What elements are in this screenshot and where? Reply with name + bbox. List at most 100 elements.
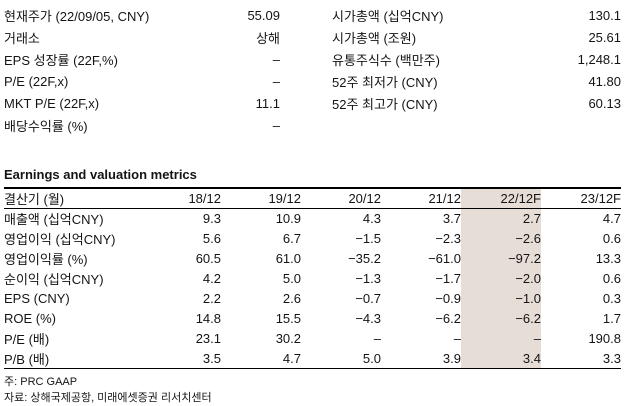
cell-value: −2.6 [461, 228, 541, 249]
quote-value: 55.09 [247, 7, 280, 23]
cell-value: 1.7 [602, 311, 621, 326]
cell-value: 3.3 [602, 350, 621, 366]
quote-row: P/E (22F,x) – [4, 70, 280, 92]
cell-value: 2.6 [282, 291, 301, 306]
table-row: EPS (CNY) 2.2 2.6 −0.7 −0.9 −1.0 0.3 [4, 288, 621, 309]
column-header-fiscal-period: 결산기 (월) [4, 192, 65, 207]
table-title: Earnings and valuation metrics [4, 167, 197, 182]
table-row: P/E (배) 23.1 30.2– – –190.8 [4, 328, 621, 349]
quote-row: 시가총액 (조원) 25.61 [332, 26, 621, 48]
quote-label: 거래소 [4, 30, 40, 46]
quote-row: MKT P/E (22F,x) 11.1 [4, 92, 280, 114]
quote-label: P/E (22F,x) [4, 73, 69, 89]
row-label: EPS (CNY) [4, 291, 70, 306]
cell-value: 9.3 [202, 211, 221, 227]
cell-value: 5.6 [202, 231, 221, 246]
cell-value: 4.2 [202, 271, 221, 286]
table-row: P/B (배) 3.5 4.7 5.0 3.9 3.4 3.3 [4, 348, 621, 369]
cell-value: −35.2 [348, 251, 381, 266]
quote-row: 거래소 상해 [4, 26, 280, 48]
quote-value: 130.1 [588, 7, 621, 23]
quote-row: 배당수익률 (%) – [4, 114, 280, 136]
cell-value: 3.5 [202, 350, 221, 366]
table-row: 영업이익 (십억CNY) 5.6 6.7 −1.5 −2.3 −2.6 0.6 [4, 228, 621, 249]
metrics-table: 결산기 (월) 18/12 19/12 20/12 21/12 22/12F 23/12F … [4, 187, 621, 369]
cell-value: −0.7 [355, 291, 381, 306]
footnotes: 주: PRC GAAP 자료: 상해국제공항, 미래에셋증권 리서치센터 [4, 374, 621, 406]
cell-value: 14.8 [195, 311, 221, 326]
cell-value: – [373, 331, 381, 346]
quote-left-column: 현재주가 (22/09/05, CNY) 55.09 거래소 상해 EPS 성장률 (2… [4, 4, 280, 136]
cell-value: – [461, 328, 541, 349]
quote-label: 시가총액 (십억CNY) [332, 8, 444, 24]
quote-row: 시가총액 (십억CNY) 130.1 [332, 4, 621, 26]
quote-label: 유통주식수 (백만주) [332, 52, 440, 68]
quote-summary: 현재주가 (22/09/05, CNY) 55.09 거래소 상해 EPS 성장률 (2… [4, 4, 621, 136]
quote-label: EPS 성장률 (22F,%) [4, 52, 118, 68]
cell-value: 15.5 [275, 311, 301, 326]
row-label: 매출액 (십억CNY) [4, 212, 104, 228]
quote-value: 1,248.1 [577, 51, 621, 67]
quote-label: 52주 최고가 (CNY) [332, 96, 438, 112]
cell-value: 30.2 [275, 331, 301, 346]
column-header: 21/12 [428, 191, 461, 206]
quote-value: – [272, 51, 280, 67]
cell-value: −0.9 [435, 291, 461, 306]
quote-row: EPS 성장률 (22F,%) – [4, 48, 280, 70]
row-label: P/B (배) [4, 351, 50, 367]
column-header: 19/12 [268, 191, 301, 206]
cell-value: 3.7 [442, 211, 461, 227]
cell-value: 4.7 [282, 350, 301, 366]
quote-label: MKT P/E (22F,x) [4, 95, 100, 111]
cell-value: −1.7 [435, 271, 461, 286]
quote-value: – [272, 117, 280, 133]
cell-value: −4.3 [355, 311, 381, 326]
cell-value: −1.0 [461, 288, 541, 309]
cell-value: −2.0 [461, 268, 541, 289]
quote-value: 41.80 [588, 73, 621, 89]
cell-value: 4.7 [602, 211, 621, 227]
table-row: 매출액 (십억CNY) 9.3 10.9 4.3 3.7 2.7 4.7 [4, 208, 621, 229]
table-row: 영업이익률 (%) 60.5 61.0 −35.2 −61.0 −97.2 13.3 [4, 248, 621, 269]
footnote: 자료: 상해국제공항, 미래에셋증권 리서치센터 [4, 392, 212, 404]
quote-row: 유통주식수 (백만주) 1,248.1 [332, 48, 621, 70]
quote-label: 배당수익률 (%) [4, 118, 88, 134]
cell-value: 61.0 [275, 251, 301, 266]
footnote: 주: PRC GAAP [4, 376, 78, 388]
cell-value: – [453, 331, 461, 346]
cell-value: −2.3 [435, 231, 461, 246]
quote-label: 52주 최저가 (CNY) [332, 74, 438, 90]
quote-label: 시가총액 (조원) [332, 30, 417, 46]
quote-value: 11.1 [255, 95, 280, 111]
cell-value: 13.3 [595, 251, 621, 266]
cell-value: −61.0 [428, 251, 461, 266]
cell-value: 60.5 [195, 251, 221, 266]
cell-value: 5.0 [282, 271, 301, 286]
table-row: 순이익 (십억CNY) 4.2 5.0 −1.3 −1.7 −2.0 0.6 [4, 268, 621, 289]
column-header: 22/12F [461, 188, 541, 209]
cell-value: 23.1 [195, 331, 221, 346]
cell-value: 10.9 [275, 211, 301, 227]
cell-value: 6.7 [282, 231, 301, 246]
cell-value: 3.9 [442, 350, 461, 366]
quote-value: – [272, 73, 280, 89]
column-header: 20/12 [348, 191, 381, 206]
cell-value: −6.2 [461, 308, 541, 329]
row-label: ROE (%) [4, 311, 56, 326]
quote-label: 현재주가 (22/09/05, CNY) [4, 8, 150, 24]
cell-value: 0.6 [602, 271, 621, 286]
column-header: 18/12 [188, 191, 221, 206]
cell-value: −97.2 [461, 248, 541, 269]
row-label: 영업이익 (십억CNY) [4, 232, 116, 247]
cell-value: −1.3 [355, 271, 381, 286]
quote-row: 52주 최저가 (CNY) 41.80 [332, 70, 621, 92]
cell-value: 190.8 [588, 331, 621, 346]
quote-value: 25.61 [588, 29, 621, 45]
row-label: 영업이익률 (%) [4, 252, 88, 267]
cell-value: 3.4 [461, 348, 541, 369]
table-row: ROE (%) 14.8 15.5 −4.3 −6.2 −6.2 1.7 [4, 308, 621, 329]
column-header: 23/12F [580, 191, 621, 206]
quote-row: 52주 최고가 (CNY) 60.13 [332, 92, 621, 114]
cell-value: −6.2 [435, 311, 461, 326]
cell-value: 4.3 [362, 211, 381, 227]
